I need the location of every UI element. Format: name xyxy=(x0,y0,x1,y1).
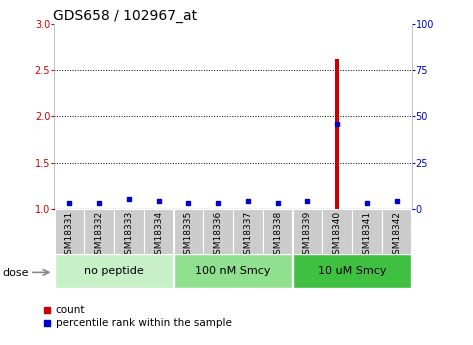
Text: no peptide: no peptide xyxy=(84,266,144,276)
Text: GSM18332: GSM18332 xyxy=(95,210,104,260)
Bar xyxy=(323,209,352,254)
Bar xyxy=(84,209,114,254)
Bar xyxy=(114,209,143,254)
Text: 100 nM Smcy: 100 nM Smcy xyxy=(195,266,271,276)
Text: GSM18338: GSM18338 xyxy=(273,210,282,260)
Bar xyxy=(54,254,173,288)
Bar xyxy=(263,209,292,254)
Text: GSM18334: GSM18334 xyxy=(154,210,163,260)
Bar xyxy=(54,209,84,254)
Bar xyxy=(174,209,203,254)
Bar xyxy=(382,209,412,254)
Text: dose: dose xyxy=(2,268,29,278)
Bar xyxy=(293,209,322,254)
Text: GSM18341: GSM18341 xyxy=(362,210,371,260)
Text: GSM18339: GSM18339 xyxy=(303,210,312,260)
Bar xyxy=(352,209,382,254)
Text: GSM18336: GSM18336 xyxy=(214,210,223,260)
Text: GSM18331: GSM18331 xyxy=(65,210,74,260)
Bar xyxy=(174,254,292,288)
Text: GSM18337: GSM18337 xyxy=(243,210,252,260)
Bar xyxy=(144,209,173,254)
Bar xyxy=(233,209,263,254)
Bar xyxy=(335,59,339,209)
Legend: count, percentile rank within the sample: count, percentile rank within the sample xyxy=(43,305,231,328)
Text: GSM18340: GSM18340 xyxy=(333,210,342,260)
Text: GSM18342: GSM18342 xyxy=(392,210,401,259)
Text: GDS658 / 102967_at: GDS658 / 102967_at xyxy=(53,9,197,23)
Text: GSM18333: GSM18333 xyxy=(124,210,133,260)
Bar xyxy=(293,254,412,288)
Text: GSM18335: GSM18335 xyxy=(184,210,193,260)
Text: 10 uM Smcy: 10 uM Smcy xyxy=(318,266,386,276)
Bar xyxy=(203,209,233,254)
